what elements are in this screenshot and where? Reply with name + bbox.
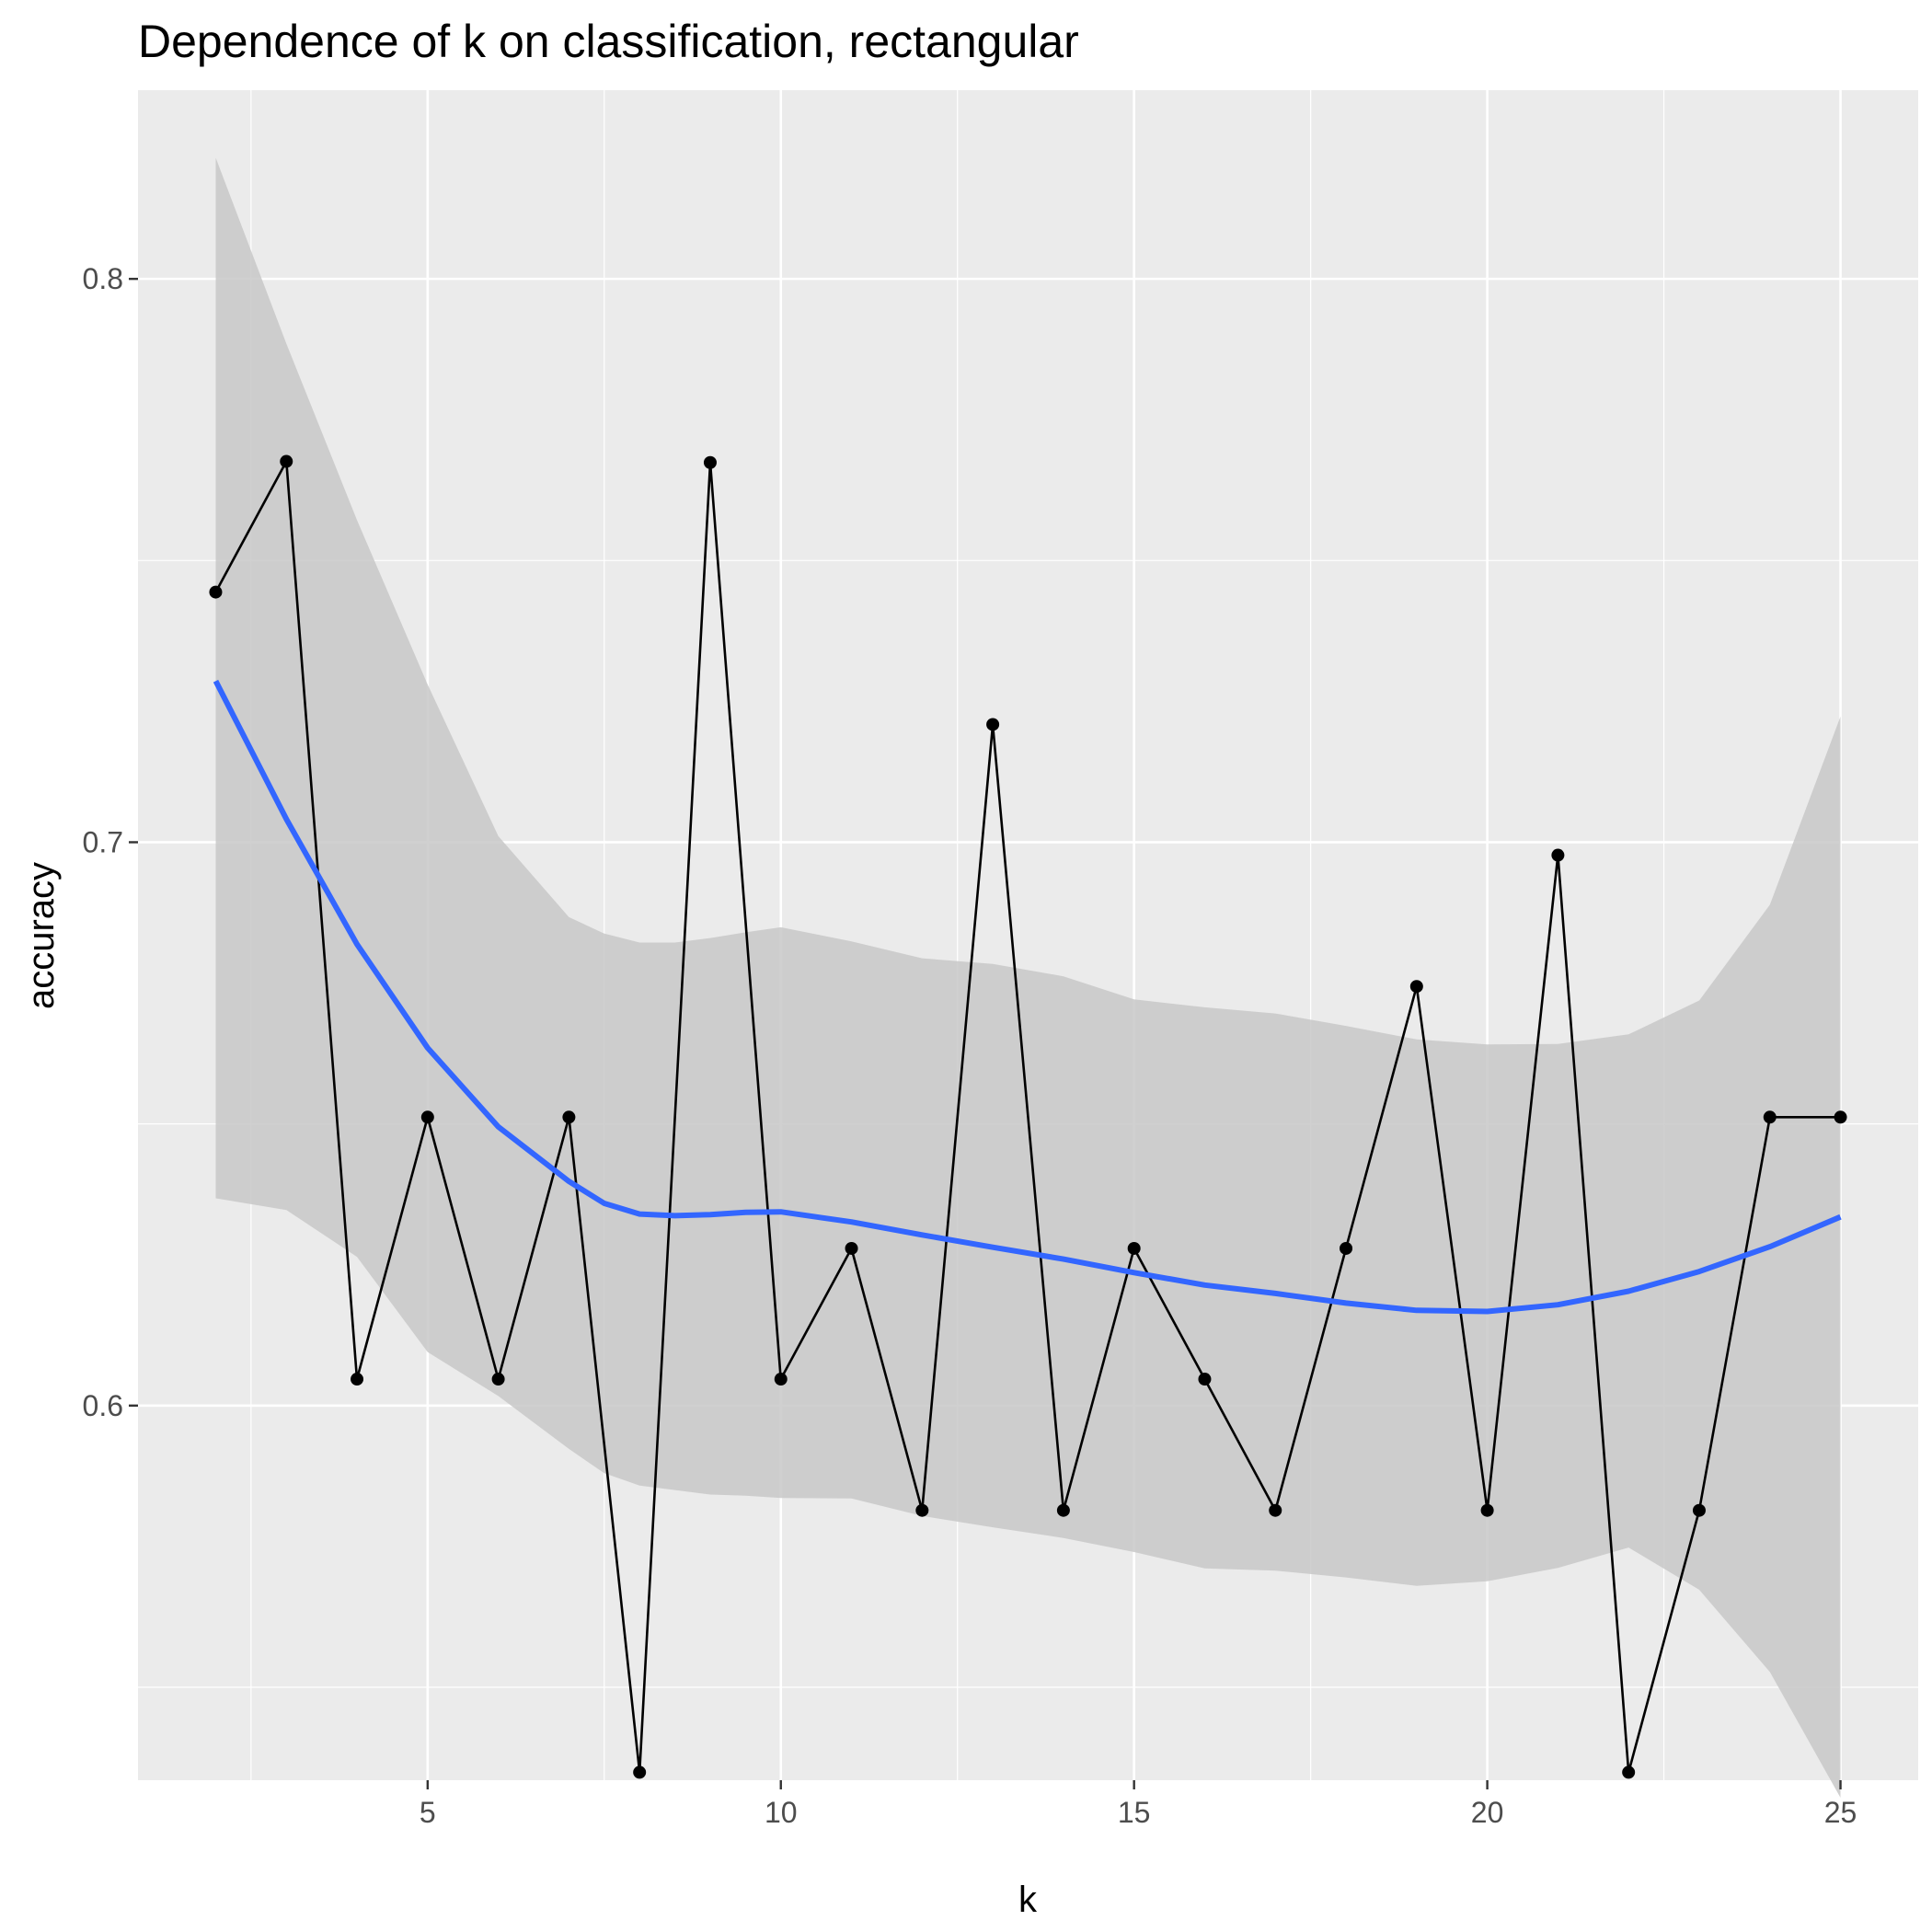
data-point: [562, 1110, 576, 1124]
data-point: [420, 1110, 434, 1124]
y-axis-title: accuracy: [21, 862, 62, 1009]
data-point: [1269, 1503, 1282, 1517]
data-point: [491, 1373, 505, 1386]
data-point: [1622, 1765, 1636, 1779]
data-point: [1834, 1110, 1847, 1124]
y-tick-label: 0.7: [83, 825, 123, 858]
data-point: [986, 718, 1000, 731]
smooth-line: [213, 679, 1842, 1315]
x-tick-label: 5: [420, 1796, 436, 1829]
data-point: [774, 1373, 788, 1386]
y-tick-label: 0.8: [83, 262, 123, 295]
x-axis: 5 10 15 20 25: [420, 1780, 1857, 1829]
data-point: [351, 1373, 364, 1386]
data-point: [209, 585, 223, 599]
data-point: [1551, 848, 1565, 862]
data-point: [1127, 1241, 1141, 1255]
confidence-ribbon: [215, 157, 1841, 1798]
data-point: [1692, 1503, 1706, 1517]
data-point: [280, 454, 293, 468]
data-point: [1763, 1110, 1777, 1124]
data-point: [915, 1503, 929, 1517]
data-point: [1198, 1373, 1212, 1386]
x-axis-title: k: [1018, 1880, 1038, 1920]
data-point: [1480, 1503, 1494, 1517]
data-points: [209, 454, 1847, 1779]
data-point: [633, 1765, 647, 1779]
data-point: [1409, 980, 1423, 994]
data-point: [703, 455, 717, 469]
data-line: [214, 456, 1841, 1773]
data-point: [1340, 1241, 1353, 1255]
y-tick-label: 0.6: [83, 1389, 123, 1422]
x-tick-label: 25: [1824, 1796, 1857, 1829]
chart-title: Dependence of k on classification, recta…: [138, 16, 1079, 67]
x-tick-label: 15: [1118, 1796, 1151, 1829]
data-point: [845, 1241, 858, 1255]
x-tick-label: 20: [1471, 1796, 1504, 1829]
y-axis: 0.6 0.7 0.8: [83, 262, 138, 1422]
data-point: [1056, 1503, 1070, 1517]
x-tick-label: 10: [765, 1796, 798, 1829]
